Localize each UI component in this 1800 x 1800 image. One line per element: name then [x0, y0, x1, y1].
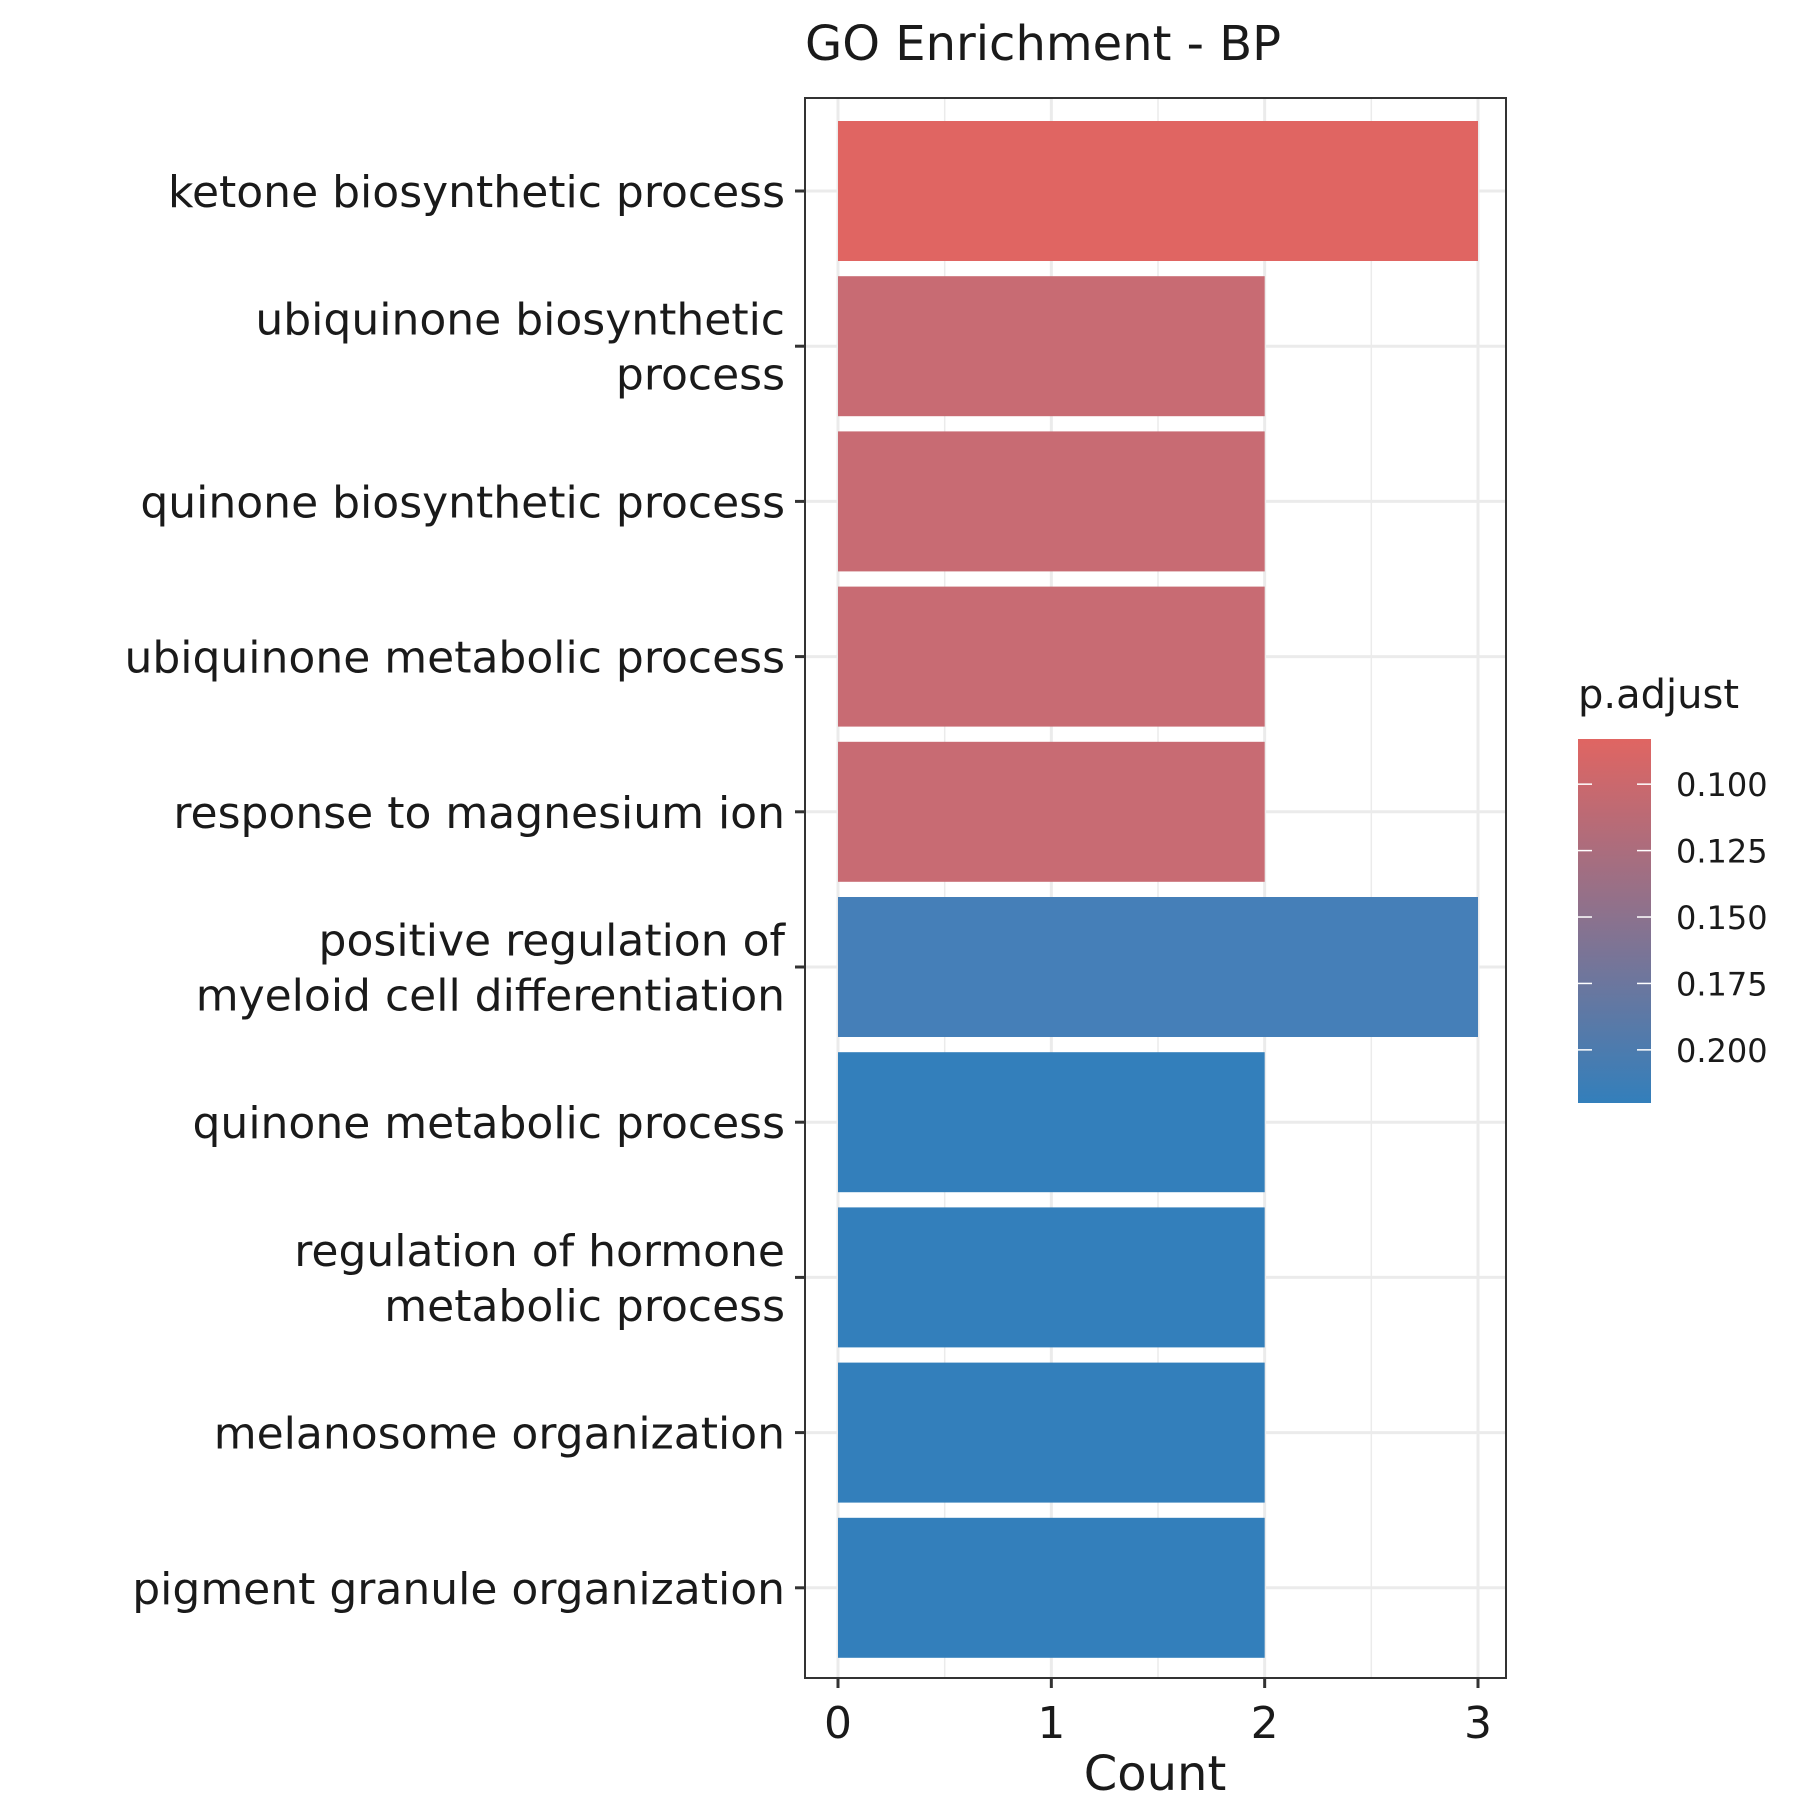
bar: [838, 1362, 1265, 1503]
y-tick-label: metabolic process: [384, 1281, 785, 1332]
y-tick-label: response to magnesium ion: [173, 788, 785, 839]
legend-colorbar: [1578, 739, 1651, 1103]
bar: [838, 121, 1478, 261]
y-tick-label: ubiquinone biosynthetic: [255, 295, 785, 346]
y-tick-label: melanosome organization: [214, 1409, 785, 1460]
legend-tick-label: 0.150: [1676, 899, 1768, 937]
legend-tick-label: 0.200: [1676, 1032, 1768, 1070]
y-tick-label: process: [616, 350, 785, 401]
y-tick-label: pigment granule organization: [132, 1564, 785, 1615]
bars: [838, 121, 1478, 1658]
legend: p.adjust 0.100 0.125 0.150 0.175 0.200: [1578, 672, 1768, 1103]
x-tick-label: 2: [1251, 1698, 1279, 1749]
bar: [838, 741, 1265, 882]
y-tick-label: ketone biosynthetic process: [168, 167, 785, 218]
y-tick-label: quinone biosynthetic process: [140, 477, 785, 528]
y-axis: ketone biosynthetic process ubiquinone bi…: [124, 167, 805, 1615]
y-tick-label: myeloid cell differentiation: [196, 971, 785, 1022]
legend-title: p.adjust: [1578, 672, 1739, 718]
bar: [838, 1052, 1265, 1193]
x-axis: 0 1 2 3: [824, 1678, 1492, 1749]
x-tick-label: 3: [1464, 1698, 1492, 1749]
y-tick-label: ubiquinone metabolic process: [124, 633, 785, 684]
y-tick-label: positive regulation of: [319, 916, 787, 967]
x-axis-title: Count: [1084, 1746, 1227, 1800]
bar: [838, 1517, 1265, 1658]
legend-tick-label: 0.100: [1676, 766, 1768, 804]
bar: [838, 897, 1478, 1037]
x-tick-label: 1: [1037, 1698, 1065, 1749]
y-tick-label: quinone metabolic process: [193, 1098, 786, 1149]
bar: [838, 276, 1265, 417]
chart-title: GO Enrichment - BP: [805, 16, 1281, 72]
bar: [838, 1207, 1265, 1348]
x-tick-label: 0: [824, 1698, 852, 1749]
legend-tick-label: 0.125: [1676, 833, 1768, 871]
legend-ticks: 0.100 0.125 0.150 0.175 0.200: [1578, 766, 1768, 1070]
legend-tick-label: 0.175: [1676, 965, 1768, 1003]
plot-panel-border: [804, 97, 1507, 1679]
bar: [838, 586, 1265, 727]
bar: [838, 431, 1265, 572]
y-tick-label: regulation of hormone: [294, 1226, 785, 1277]
